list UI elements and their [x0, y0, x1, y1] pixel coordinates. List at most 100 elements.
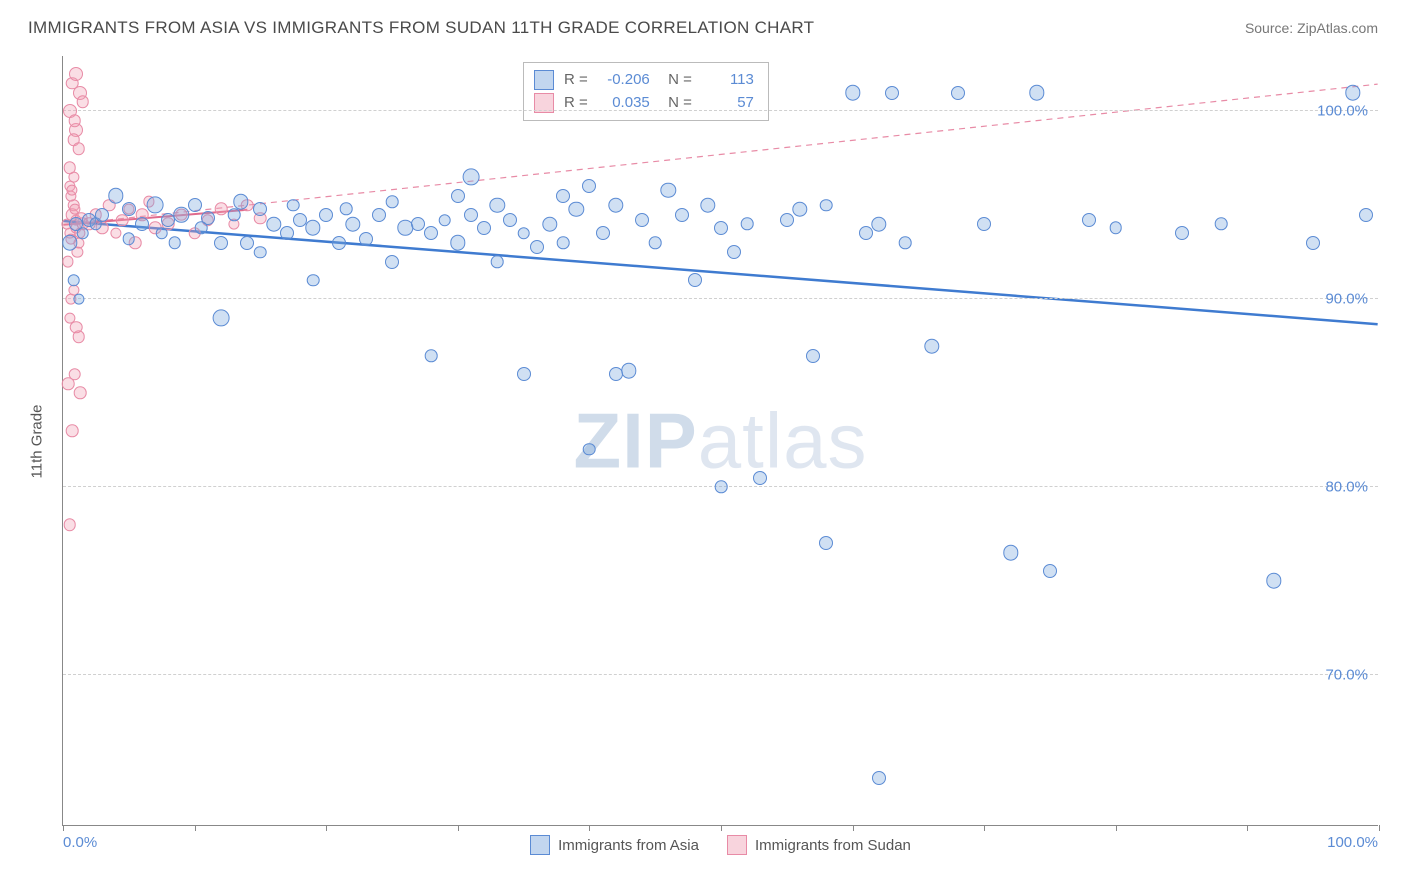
data-point-asia [741, 218, 754, 231]
data-point-asia [700, 198, 715, 213]
data-point-asia [240, 236, 254, 250]
data-point-sudan [110, 228, 121, 239]
data-point-asia [557, 237, 570, 250]
data-point-asia [464, 208, 478, 222]
data-point-asia [819, 536, 833, 550]
data-point-asia [596, 226, 610, 240]
data-point-asia [582, 179, 596, 193]
x-tick [984, 825, 985, 831]
data-point-asia [1110, 221, 1123, 234]
data-point-asia [287, 199, 300, 212]
swatch-asia [530, 835, 550, 855]
data-point-sudan [63, 256, 74, 267]
data-point-asia [123, 233, 136, 246]
data-point-asia [1215, 218, 1228, 231]
data-point-sudan [63, 161, 76, 174]
data-point-asia [425, 349, 438, 362]
data-point-asia [792, 201, 807, 216]
data-point-asia [67, 274, 80, 287]
data-point-asia [806, 349, 820, 363]
x-tick [721, 825, 722, 831]
data-point-asia [188, 198, 202, 212]
data-point-asia [147, 197, 164, 214]
data-point-asia [517, 367, 531, 381]
y-tick-label: 100.0% [1317, 103, 1368, 120]
data-point-asia [714, 221, 728, 235]
data-point-asia [951, 86, 965, 100]
data-point-asia [556, 189, 570, 203]
data-point-asia [305, 220, 320, 235]
data-point-asia [73, 294, 84, 305]
gridline [63, 298, 1378, 299]
data-point-asia [76, 227, 89, 240]
gridline [63, 110, 1378, 111]
watermark: ZIPatlas [573, 395, 867, 486]
data-point-asia [477, 221, 491, 235]
correlation-legend: R = -0.206 N = 113 R = 0.035 N = 57 [523, 62, 769, 121]
data-point-asia [108, 188, 123, 203]
data-point-asia [438, 214, 451, 227]
data-point-asia [372, 208, 386, 222]
data-point-asia [542, 216, 557, 231]
data-point-asia [122, 202, 136, 216]
x-tick [1379, 825, 1380, 831]
data-point-asia [451, 189, 465, 203]
data-point-asia [214, 236, 228, 250]
data-point-asia [569, 201, 584, 216]
y-axis-label: 11th Grade [29, 404, 46, 478]
data-point-asia [386, 195, 399, 208]
data-point-asia [872, 771, 886, 785]
x-tick [63, 825, 64, 831]
data-point-asia [1003, 545, 1018, 560]
source-attribution: Source: ZipAtlas.com [1245, 20, 1378, 36]
x-tick [589, 825, 590, 831]
data-point-asia [266, 216, 281, 231]
data-point-asia [583, 443, 596, 456]
swatch-asia [534, 70, 554, 90]
data-point-asia [820, 199, 833, 212]
data-point-asia [661, 183, 676, 198]
data-point-asia [490, 198, 505, 213]
data-point-asia [253, 202, 267, 216]
x-tick [195, 825, 196, 831]
r-value-asia: -0.206 [598, 69, 650, 92]
data-point-asia [845, 85, 860, 100]
data-point-asia [753, 471, 767, 485]
data-point-asia [1082, 213, 1096, 227]
data-point-asia [424, 226, 438, 240]
swatch-sudan [727, 835, 747, 855]
gridline [63, 674, 1378, 675]
series-legend: Immigrants from Asia Immigrants from Sud… [63, 835, 1378, 855]
data-point-asia [345, 216, 360, 231]
x-tick [853, 825, 854, 831]
scatter-chart: ZIPatlas R = -0.206 N = 113 R = 0.035 N … [62, 56, 1378, 826]
trend-lines [63, 56, 1378, 825]
data-point-asia [977, 217, 991, 231]
legend-label-sudan: Immigrants from Sudan [755, 837, 911, 854]
data-point-asia [95, 208, 109, 222]
x-tick [458, 825, 459, 831]
y-tick-label: 90.0% [1325, 291, 1368, 308]
data-point-asia [385, 255, 399, 269]
data-point-asia [450, 235, 465, 250]
legend-label-asia: Immigrants from Asia [558, 837, 699, 854]
data-point-asia [871, 216, 886, 231]
data-point-asia [201, 211, 215, 225]
y-tick-label: 80.0% [1325, 478, 1368, 495]
data-point-asia [491, 255, 504, 268]
legend-item-sudan: Immigrants from Sudan [727, 835, 911, 855]
data-point-asia [332, 236, 346, 250]
data-point-asia [340, 203, 353, 216]
n-value-asia: 113 [702, 69, 754, 92]
y-axis-label-container: 11th Grade [22, 56, 52, 826]
data-point-asia [155, 227, 168, 240]
data-point-asia [727, 245, 741, 259]
data-point-sudan [74, 387, 87, 400]
data-point-asia [885, 86, 899, 100]
data-point-asia [517, 227, 530, 240]
data-point-asia [715, 481, 728, 494]
data-point-asia [688, 273, 702, 287]
data-point-asia [503, 213, 517, 227]
data-point-asia [530, 240, 544, 254]
data-point-asia [135, 217, 149, 231]
